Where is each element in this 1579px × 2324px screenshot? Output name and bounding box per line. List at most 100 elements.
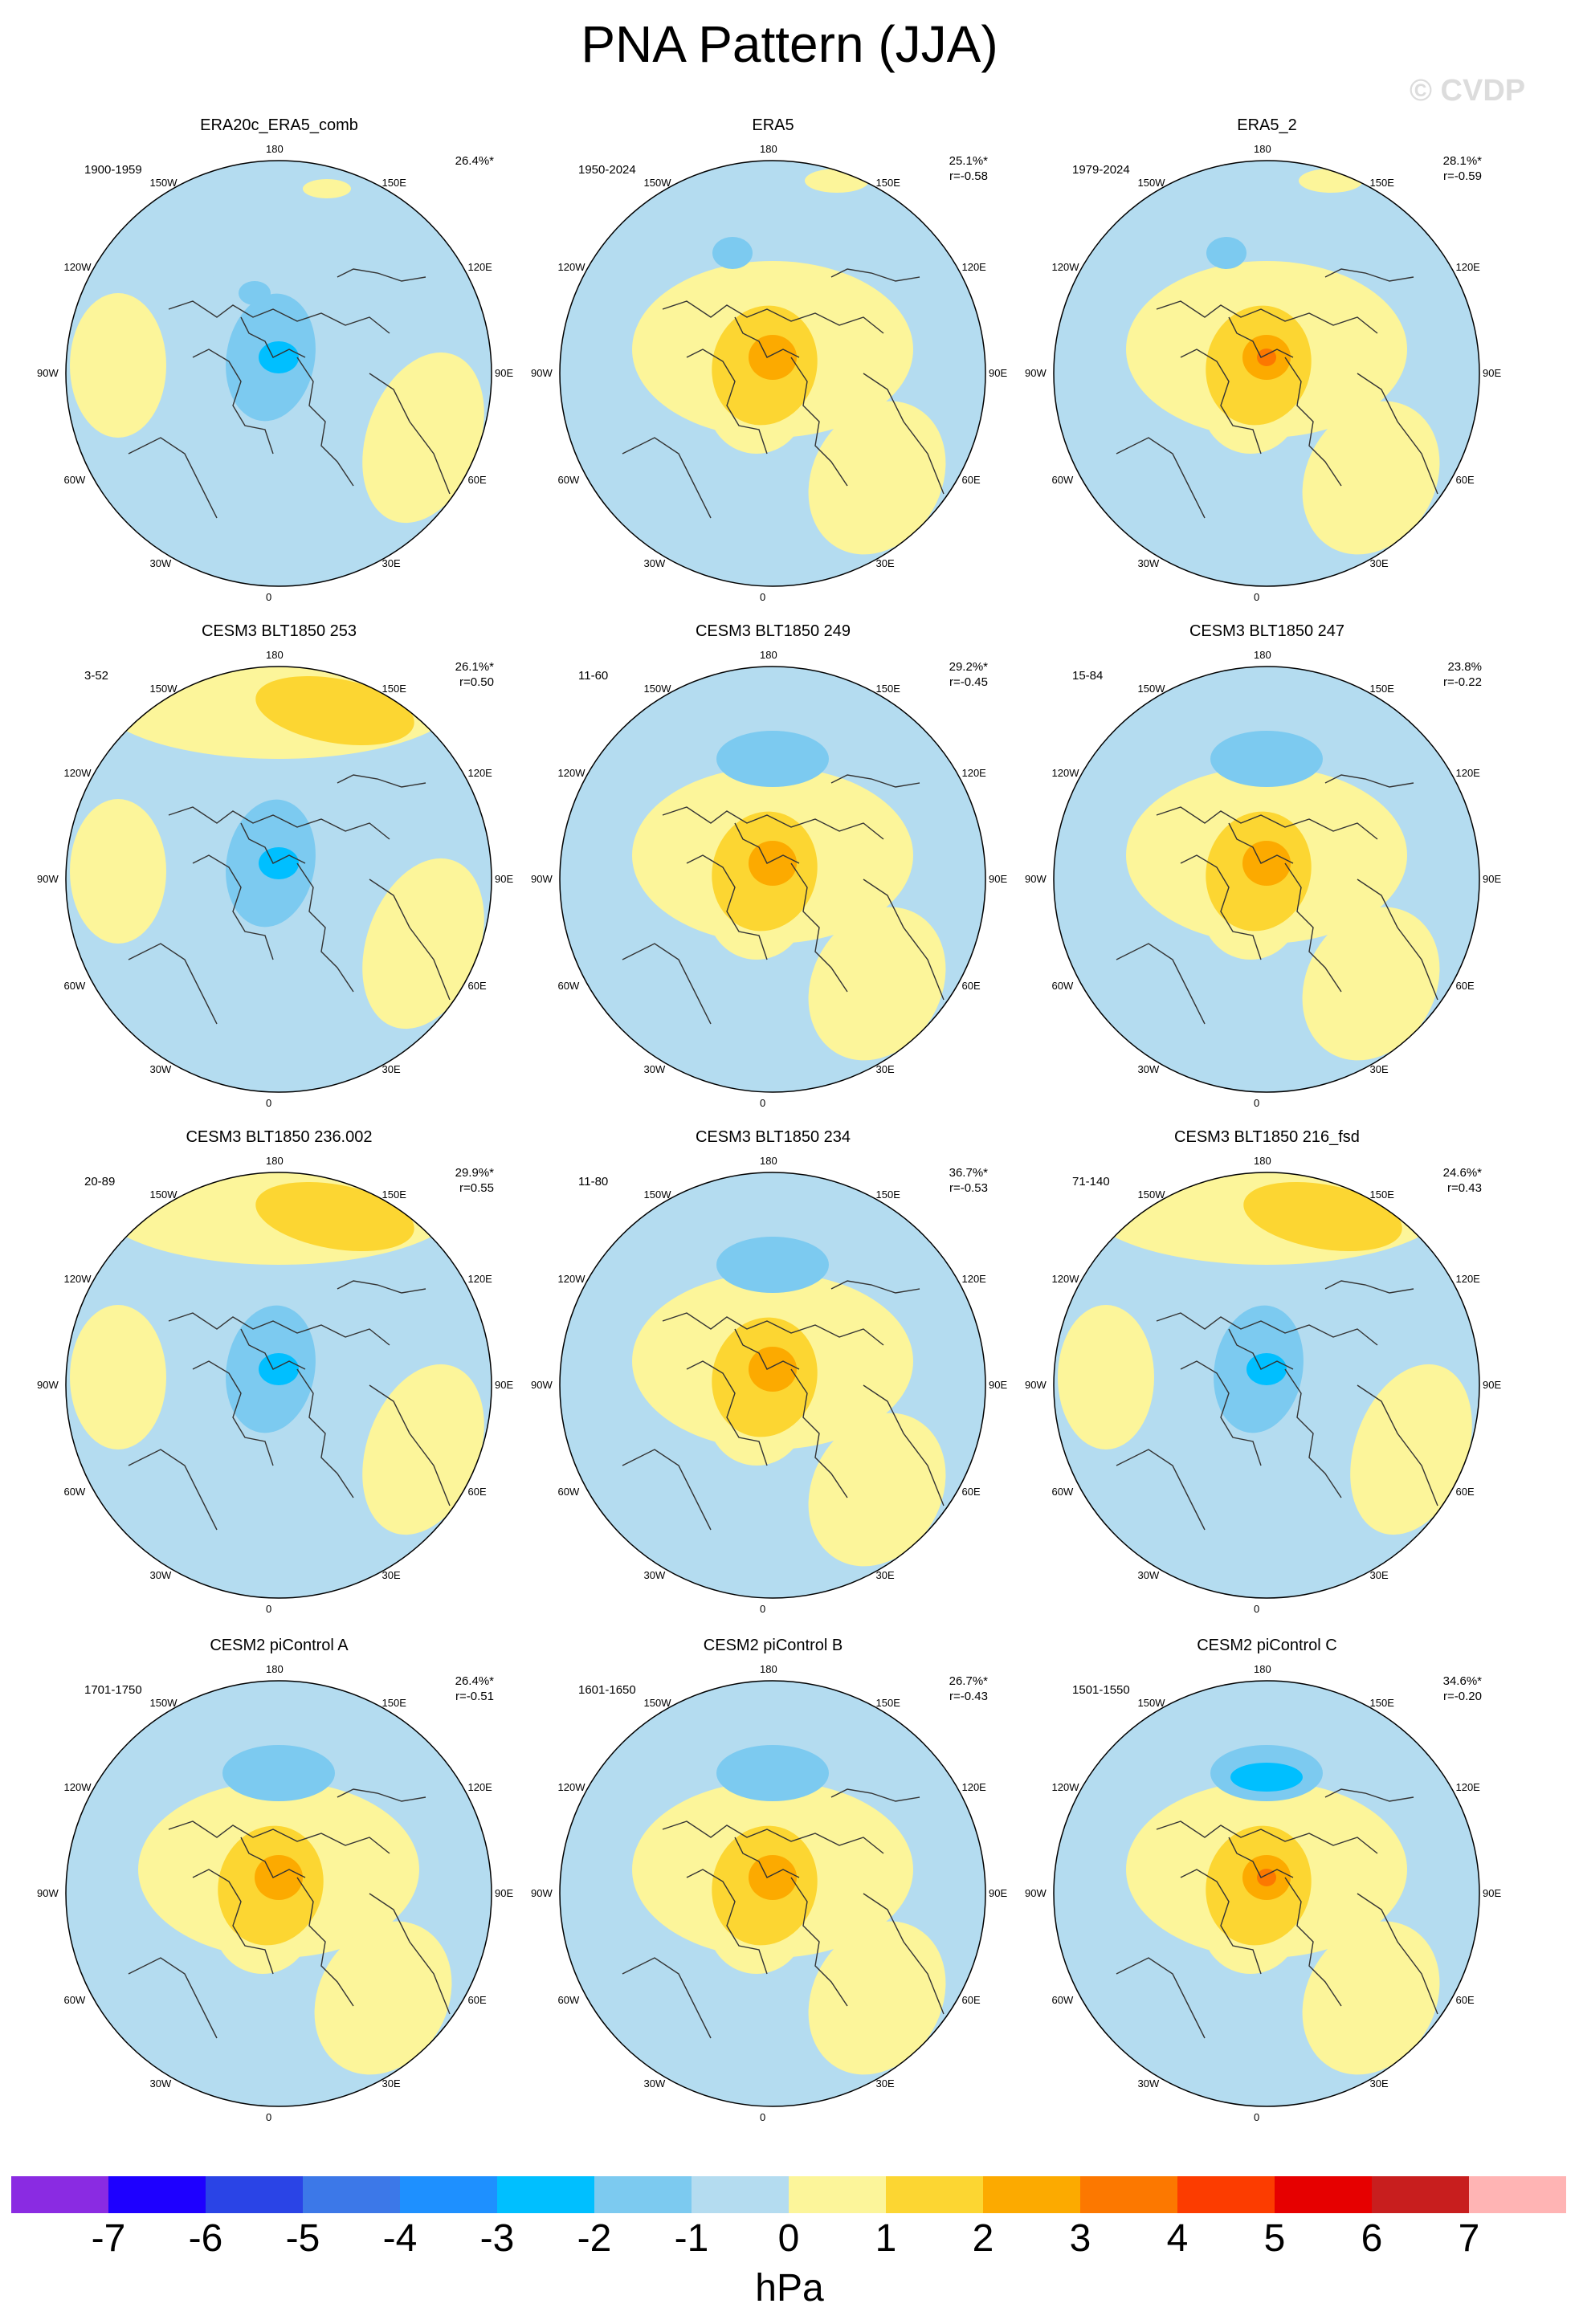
longitude-label: 90E xyxy=(1483,367,1502,379)
longitude-label: 90W xyxy=(37,873,59,885)
anomaly-contour xyxy=(222,1745,335,1801)
map-boundary xyxy=(1053,1172,1480,1599)
longitude-label: 30E xyxy=(1369,557,1389,570)
longitude-label: 150E xyxy=(1369,1696,1394,1709)
longitude-label: 30E xyxy=(875,2077,895,2090)
longitude-label: 120W xyxy=(557,1780,585,1793)
panel-stats: 26.4%* xyxy=(455,153,494,169)
map-panel: ERA5_2 1979-2024 28.1%* r=-0.59 180 150E 120E 9… xyxy=(1020,116,1514,618)
panel-years: 11-80 xyxy=(578,1175,609,1189)
coastline xyxy=(830,1788,920,1802)
longitude-label: 120W xyxy=(63,766,92,779)
colorbar-tick-label: -6 xyxy=(188,2217,223,2260)
pattern-correlation: r=-0.45 xyxy=(949,675,988,689)
coastline xyxy=(128,1957,218,2039)
colorbar-cell xyxy=(1372,2176,1469,2213)
coastline xyxy=(1357,879,1438,1001)
colorbar-tick-label: -7 xyxy=(91,2217,126,2260)
longitude-label: 90W xyxy=(37,1887,59,1899)
coastline xyxy=(734,1837,800,1878)
panel-stats: 25.1%* r=-0.58 xyxy=(949,153,988,184)
coastline xyxy=(1284,357,1342,487)
anomaly-contour xyxy=(303,179,351,198)
panel-years: 1900-1959 xyxy=(84,163,142,177)
map-boundary xyxy=(1053,1680,1480,2107)
panel-title: CESM3 BLT1850 236.002 xyxy=(186,1128,373,1146)
longitude-label: 0 xyxy=(266,1097,272,1109)
anomaly-contour xyxy=(255,1181,414,1252)
coastline xyxy=(662,1312,884,1346)
anomaly-contour xyxy=(749,841,797,886)
anomaly-contour xyxy=(808,907,946,1061)
map-boundary xyxy=(1053,666,1480,1093)
longitude-label: 60W xyxy=(557,473,580,486)
anomaly-contour xyxy=(712,237,753,269)
coastline xyxy=(863,1384,945,1507)
coastline xyxy=(863,1893,945,2015)
coastline xyxy=(168,300,390,334)
coastline xyxy=(734,822,800,864)
anomaly-contour xyxy=(239,281,271,305)
explained-variance: 24.6%* xyxy=(1442,1166,1482,1180)
coastline xyxy=(1357,373,1438,495)
anomaly-contour xyxy=(1246,1353,1287,1385)
anomaly-contour xyxy=(1242,841,1291,886)
longitude-label: 150W xyxy=(149,1188,177,1201)
coastline xyxy=(1284,1877,1342,2007)
panel-years: 15-84 xyxy=(1072,669,1104,683)
longitude-label: 90E xyxy=(989,1887,1008,1899)
longitude-label: 30W xyxy=(1137,1063,1160,1076)
coastline xyxy=(128,437,218,519)
coastline xyxy=(662,1820,884,1854)
explained-variance: 23.8% xyxy=(1447,660,1482,674)
longitude-label: 90E xyxy=(1483,1887,1502,1899)
longitude-label: 30E xyxy=(1369,1569,1389,1582)
longitude-label: 180 xyxy=(266,649,284,661)
polar-map xyxy=(65,1680,492,2107)
longitude-label: 150E xyxy=(381,1188,406,1201)
coastline xyxy=(369,879,451,1001)
polar-map xyxy=(65,160,492,587)
longitude-label: 0 xyxy=(1254,591,1260,603)
panel-stats: 23.8% r=-0.22 xyxy=(1443,659,1482,690)
longitude-label: 60W xyxy=(63,979,86,992)
longitude-label: 180 xyxy=(266,143,284,155)
longitude-label: 120W xyxy=(1051,1272,1079,1285)
longitude-label: 60W xyxy=(1051,473,1074,486)
coastline xyxy=(1324,774,1414,788)
map-panel: CESM2 piControl C 1501-1550 34.6%* r=-0.20 1… xyxy=(1020,1637,1514,2138)
pattern-correlation: r=0.50 xyxy=(459,675,494,689)
colorbar-tick-label: -3 xyxy=(479,2217,515,2260)
coastline xyxy=(1156,1312,1378,1346)
anomaly-contour xyxy=(1302,907,1440,1061)
colorbar-tick-label: 3 xyxy=(1069,2217,1091,2260)
longitude-label: 150E xyxy=(1369,1188,1394,1201)
longitude-label: 120E xyxy=(467,766,492,779)
explained-variance: 29.2%* xyxy=(949,660,988,674)
map-boundary xyxy=(559,1680,986,2107)
coastline xyxy=(686,349,768,455)
longitude-label: 120E xyxy=(961,1272,986,1285)
coastline xyxy=(790,1368,848,1498)
anomaly-contour xyxy=(749,1347,797,1392)
longitude-label: 150W xyxy=(643,176,671,189)
longitude-label: 30W xyxy=(643,1569,666,1582)
panel-title: ERA20c_ERA5_comb xyxy=(200,116,358,134)
coastline xyxy=(337,1280,426,1294)
map-panel: CESM3 BLT1850 247 15-84 23.8% r=-0.22 180 150… xyxy=(1020,622,1514,1124)
map-boundary xyxy=(559,666,986,1093)
anomaly-contour xyxy=(259,341,299,373)
colorbar-tick-label: 7 xyxy=(1458,2217,1480,2260)
longitude-label: 60W xyxy=(1051,1485,1074,1498)
colorbar-tick-label: 5 xyxy=(1263,2217,1286,2260)
explained-variance: 26.4%* xyxy=(455,154,494,168)
coastline xyxy=(1180,854,1262,960)
coastline xyxy=(830,268,920,282)
colorbar-cell xyxy=(497,2176,594,2213)
longitude-label: 150W xyxy=(149,1696,177,1709)
coastline xyxy=(1324,1280,1414,1294)
colorbar-cell xyxy=(400,2176,497,2213)
coastline xyxy=(1156,300,1378,334)
longitude-label: 60E xyxy=(467,1993,487,2006)
coastline xyxy=(622,943,712,1025)
